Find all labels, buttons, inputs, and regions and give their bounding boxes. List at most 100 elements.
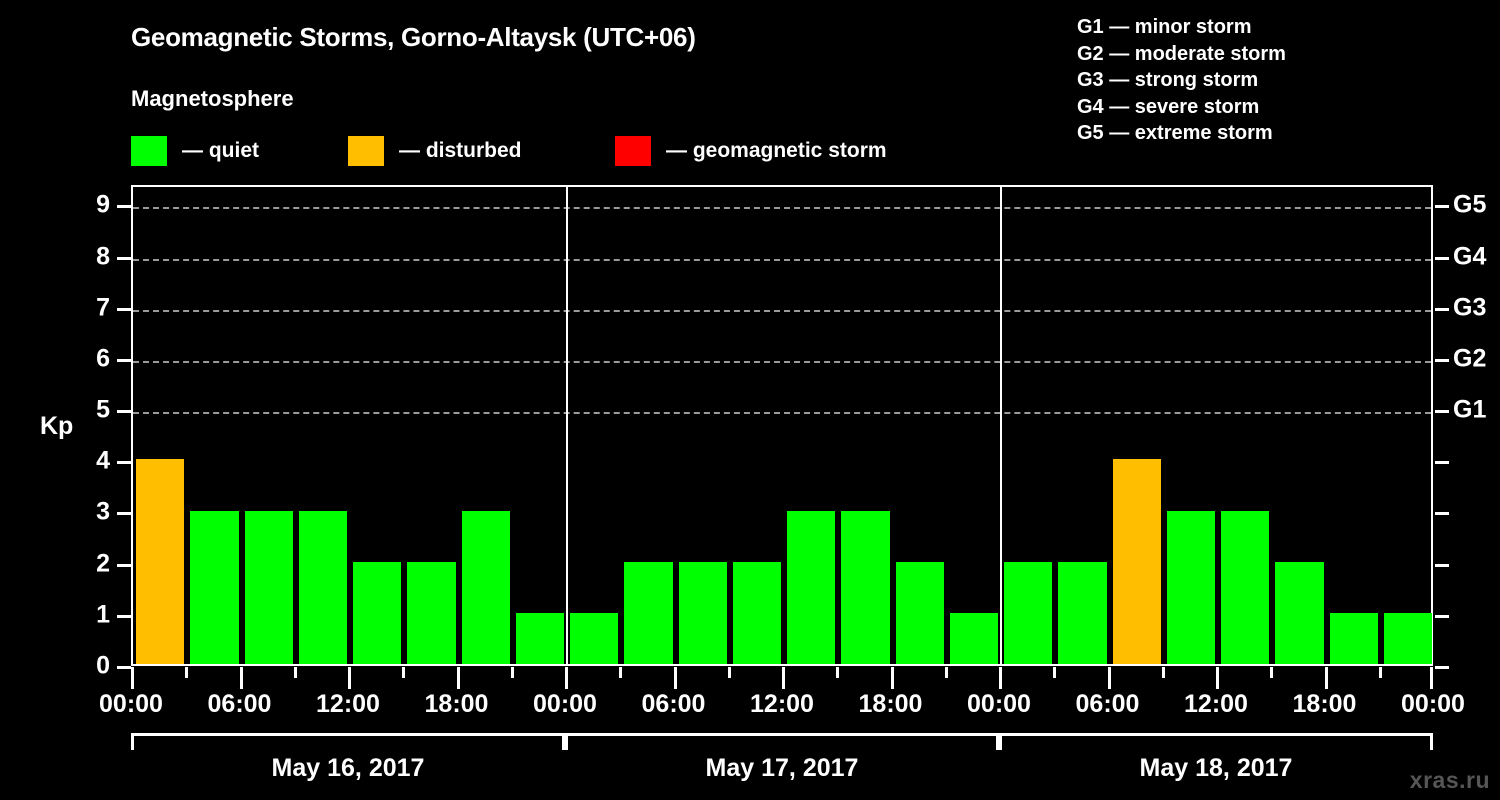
x-tick-label: 00:00	[967, 690, 1031, 718]
x-tick-label: 12:00	[1184, 690, 1248, 718]
x-tick-label: 00:00	[1401, 690, 1465, 718]
g-tick-mark-kp-3	[1435, 512, 1449, 516]
x-tick	[1378, 667, 1382, 678]
bar	[1004, 561, 1053, 664]
bar	[190, 510, 239, 664]
x-tick	[510, 667, 514, 678]
y-tick-label-0: 0	[96, 651, 110, 680]
x-tick-label: 18:00	[858, 690, 923, 718]
gscale-row-g2: G2 — moderate storm	[1077, 42, 1286, 65]
y-tick-mark-4	[117, 461, 131, 465]
x-tick	[1107, 667, 1111, 689]
plot-inner	[133, 187, 1432, 664]
bar	[732, 561, 781, 664]
bar	[1166, 510, 1215, 664]
legend-swatch-geomagnetic-storm	[615, 136, 651, 166]
bar	[1329, 612, 1378, 664]
gridline-kp-5	[133, 412, 1431, 415]
legend-swatch-disturbed	[348, 136, 384, 166]
g-tick-mark-kp-2	[1435, 563, 1449, 567]
y-axis-right-gscale: G1 G2 G3 G4 G5	[1435, 185, 1500, 669]
gscale-legend: G1 — minor storm G2 — moderate storm G3 — …	[1077, 14, 1286, 147]
gridline-kp-9	[133, 207, 1431, 210]
g-tick-mark-kp-1	[1435, 614, 1449, 618]
g-tick-mark-kp-7	[1435, 307, 1449, 311]
g-tick-mark-kp-8	[1435, 256, 1449, 260]
y-tick-label-2: 2	[96, 549, 110, 578]
y-axis-left: 0 1 2 3 4 5 6 7 8 9	[60, 185, 131, 680]
g-tick-mark-kp-6	[1435, 358, 1449, 362]
x-tick	[673, 667, 677, 689]
y-tick-mark-7	[117, 307, 131, 311]
x-tick	[999, 667, 1002, 689]
g-tick-mark-kp-0	[1435, 666, 1449, 669]
x-tick-label: 18:00	[424, 690, 489, 718]
gscale-row-g3: G3 — strong storm	[1077, 69, 1259, 91]
x-tick-label: 06:00	[641, 690, 706, 718]
y-axis-title: Kp	[40, 412, 74, 440]
x-tick	[1161, 667, 1165, 678]
y-tick-label-4: 4	[96, 446, 110, 475]
legend-label-disturbed: — disturbed	[399, 139, 522, 162]
x-tick	[1053, 667, 1057, 678]
x-tick	[890, 667, 894, 689]
g-tick-mark-kp-9	[1435, 205, 1449, 209]
g-tick-label-g4: G4	[1453, 242, 1487, 271]
legend-label-quiet: — quiet	[182, 139, 259, 162]
g-tick-label-g3: G3	[1453, 293, 1487, 322]
bar	[895, 561, 944, 664]
g-tick-mark-kp-5	[1435, 410, 1449, 414]
x-tick	[619, 667, 623, 678]
y-tick-label-8: 8	[96, 242, 110, 271]
x-tick-label: 00:00	[99, 690, 163, 718]
gscale-row-g5: G5 — extreme storm	[1077, 122, 1273, 144]
x-tick-label: 06:00	[207, 690, 272, 718]
x-tick	[1216, 667, 1219, 689]
y-tick-mark-2	[117, 563, 131, 567]
x-axis-ticks	[131, 667, 1433, 689]
x-tick	[293, 667, 297, 678]
y-tick-label-5: 5	[96, 395, 110, 424]
y-tick-label-7: 7	[96, 293, 110, 322]
legend-entry-geomagnetic-storm: — geomagnetic storm	[615, 134, 887, 168]
x-tick	[456, 667, 460, 689]
bar	[136, 459, 185, 664]
x-tick	[1324, 667, 1328, 689]
bar	[515, 612, 564, 664]
bar	[949, 612, 998, 664]
gridline-kp-8	[133, 258, 1431, 261]
bar	[1221, 510, 1270, 664]
day-label: May 17, 2017	[705, 754, 859, 782]
x-tick	[131, 667, 134, 689]
bar	[1058, 561, 1107, 664]
x-tick	[185, 667, 189, 678]
x-tick-label: 06:00	[1075, 690, 1140, 718]
g-tick-label-g2: G2	[1453, 344, 1487, 373]
bar	[678, 561, 727, 664]
bar	[1383, 612, 1432, 664]
bar	[1275, 561, 1324, 664]
y-tick-mark-3	[117, 512, 131, 516]
day-bracket	[131, 733, 565, 750]
gridline-kp-7	[133, 309, 1431, 312]
legend-heading: Magnetosphere	[131, 86, 294, 111]
y-tick-label-3: 3	[96, 497, 110, 526]
gridline-kp-6	[133, 360, 1431, 363]
y-tick-mark-0	[117, 666, 131, 669]
bar	[1112, 459, 1161, 664]
legend-entry-quiet: — quiet	[131, 134, 259, 168]
legend-entry-disturbed: — disturbed	[348, 134, 522, 168]
x-tick	[727, 667, 731, 678]
x-tick	[348, 667, 351, 689]
gscale-row-g1: G1 — minor storm	[1077, 16, 1252, 38]
bar	[407, 561, 456, 664]
bar	[624, 561, 673, 664]
gscale-row-g4: G4 — severe storm	[1077, 95, 1260, 118]
day-divider-1	[566, 187, 568, 664]
day-bracket	[999, 733, 1433, 750]
page-title: Geomagnetic Storms, Gorno-Altaysk (UTC+0…	[131, 22, 696, 52]
day-label: May 16, 2017	[271, 754, 425, 782]
x-axis-labels: 00:00 06:00 12:00 18:00 00:00 06:00 12:00 18:00…	[0, 690, 1500, 724]
bar	[298, 510, 347, 664]
